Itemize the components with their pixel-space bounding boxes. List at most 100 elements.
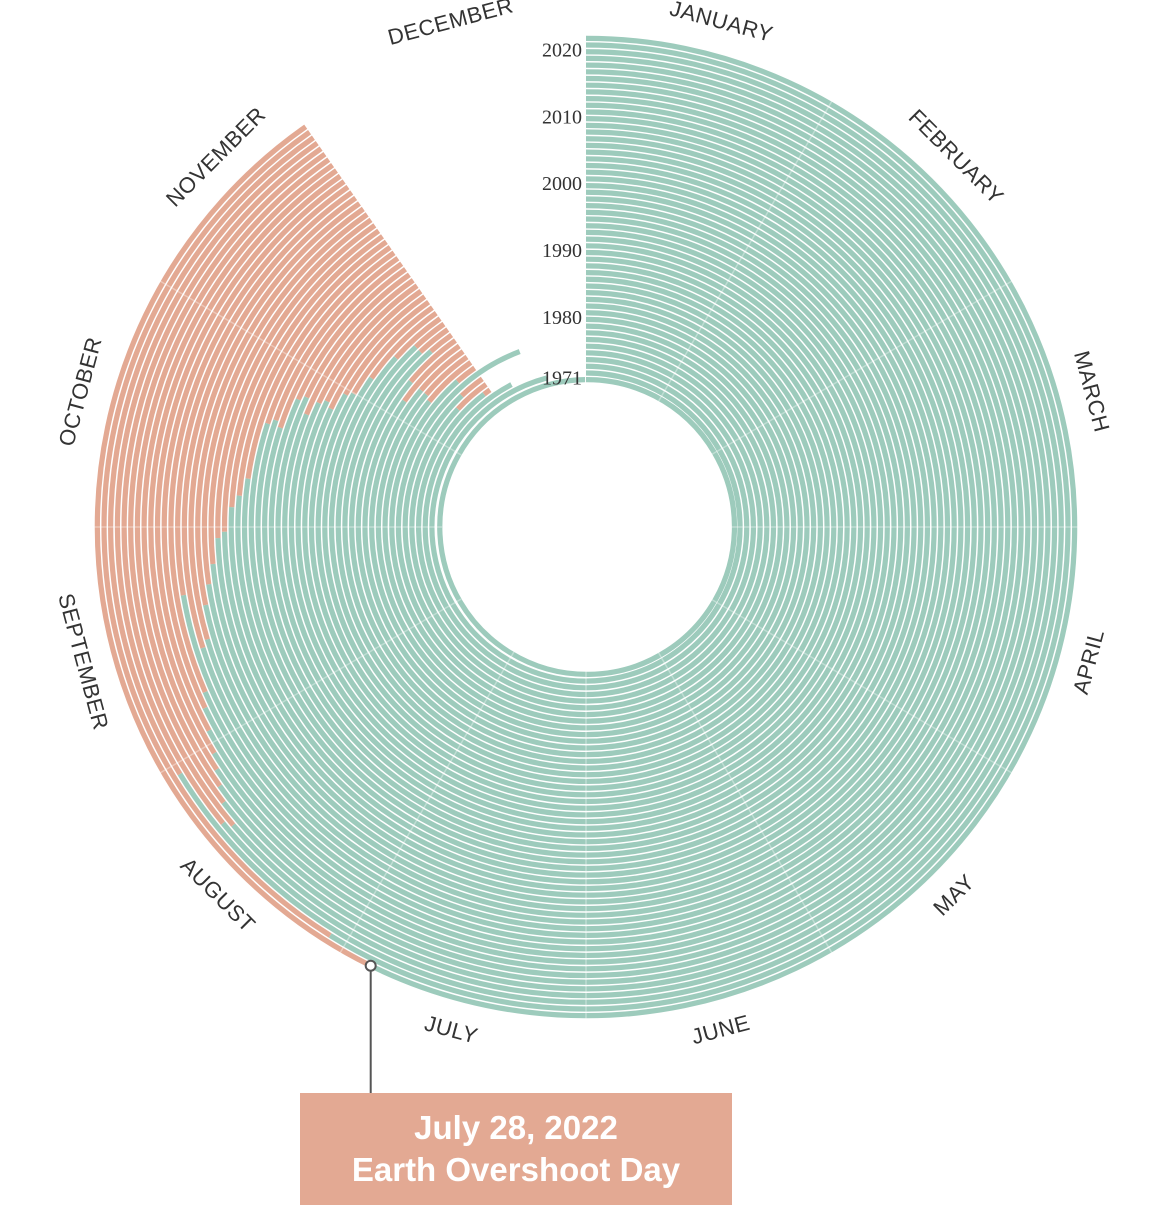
ring-2001-overshoot [236,239,388,496]
ring-2010-overshoot [175,190,354,596]
ring-1990-overshoot [343,300,431,396]
ring-2011-overshoot [168,184,350,694]
ring-2004-overshoot [215,223,377,539]
ring-2006-resources [206,142,971,912]
ring-1977-resources [395,336,777,718]
month-label-january: JANUARY [667,0,776,47]
month-divider [710,598,1013,774]
month-label-july: JULY [422,1010,481,1048]
ring-1999-resources [248,189,924,865]
ring-1997-overshoot [277,261,404,429]
ring-2001-resources [235,176,937,878]
month-label-may: MAY [928,869,979,920]
ring-1997-resources [262,203,910,851]
ring-2018-overshoot [121,146,323,827]
ring-2016-overshoot [134,157,331,788]
ring-2022-overshoot [94,124,372,969]
ring-1982-resources [362,303,810,751]
year-label-1980: 1980 [542,307,582,329]
ring-1991-overshoot [328,294,427,410]
ring-2009-resources [200,122,991,932]
ring-2021-resources [328,42,1071,1012]
ring-2013-resources [206,95,1018,959]
ring-2003-resources [221,162,951,892]
year-label-2000: 2000 [542,173,582,195]
overshoot-label: Earth Overshoot Day [351,1151,681,1188]
ring-1983-overshoot [408,338,457,384]
ring-2020-resources [177,49,1064,1005]
ring-2000-overshoot [245,245,392,480]
ring-2010-resources [180,116,997,938]
ring-1980-resources [375,316,797,738]
month-divider [159,280,462,456]
ring-1978-overshoot [455,365,477,384]
ring-1992-overshoot [324,289,423,403]
ring-2021-overshoot [101,130,332,938]
ring-1993-resources [288,229,884,825]
ring-1980-overshoot [424,354,469,397]
ring-1996-overshoot [295,267,408,401]
ring-2008-overshoot [188,201,361,641]
ring-2015-overshoot [141,162,335,771]
overshoot-date: July 28, 2022 [414,1109,618,1146]
year-label-2020: 2020 [542,39,582,61]
ring-1979-overshoot [427,360,473,404]
ring-2019-overshoot [114,141,319,825]
ring-2004-resources [215,156,957,898]
ring-2015-resources [214,82,1031,972]
ring-1976-resources [402,343,770,711]
month-divider [657,651,833,954]
ring-2003-overshoot [221,228,381,532]
ring-1974-overshoot [482,387,492,397]
month-label-march: MARCH [1069,348,1115,435]
ring-2011-resources [202,109,1004,945]
ring-2005-overshoot [208,217,373,565]
overshoot-marker [364,959,377,972]
ring-1998-resources [255,196,917,858]
year-label-1971: 1971 [542,367,582,389]
year-label-1990: 1990 [542,240,582,262]
ring-1994-resources [282,223,890,831]
ring-2017-resources [221,69,1044,985]
ring-1992-resources [295,236,877,818]
ring-2007-overshoot [195,206,365,606]
ring-1994-overshoot [304,278,415,416]
year-labels: 2020 2010 2000 1990 1980 1971 [542,39,582,389]
ring-2017-overshoot [128,151,327,804]
ring-2008-resources [204,129,984,925]
month-label-december: DECEMBER [385,0,516,50]
ring-1984-resources [349,290,823,764]
ring-1988-overshoot [369,310,438,380]
ring-1993-overshoot [316,283,419,405]
month-label-june: JUNE [689,1010,753,1050]
ring-1995-resources [275,216,897,838]
ring-1989-resources [315,256,857,798]
ring-1978-resources [389,330,783,724]
ring-1972-resources [429,370,743,684]
month-label-august: AUGUST [176,853,261,938]
ring-1986-resources [335,276,837,778]
ring-1996-resources [268,209,904,845]
ring-2012-resources [202,102,1011,952]
ring-2000-resources [241,182,931,872]
ring-2002-overshoot [229,234,384,508]
month-divider [339,651,515,954]
ring-1975-resources [409,350,763,704]
ring-1986-overshoot [414,321,446,349]
month-divider [657,100,833,403]
ring-1987-overshoot [394,316,442,360]
ring-1999-overshoot [265,250,396,425]
ring-2022-resources [369,35,1078,1019]
ring-2002-resources [228,169,944,885]
ring-2006-overshoot [201,212,369,585]
ring-1973-resources [422,363,750,691]
ring-1981-overshoot [419,349,465,392]
month-label-april: APRIL [1068,627,1109,697]
ring-1971-resources [437,377,738,677]
ring-2007-resources [203,136,977,918]
overshoot-callout: July 28, 2022 Earth Overshoot Day [300,1093,732,1205]
ring-2013-overshoot [155,173,342,732]
ring-2018-resources [231,62,1051,992]
ring-1974-resources [416,356,756,698]
